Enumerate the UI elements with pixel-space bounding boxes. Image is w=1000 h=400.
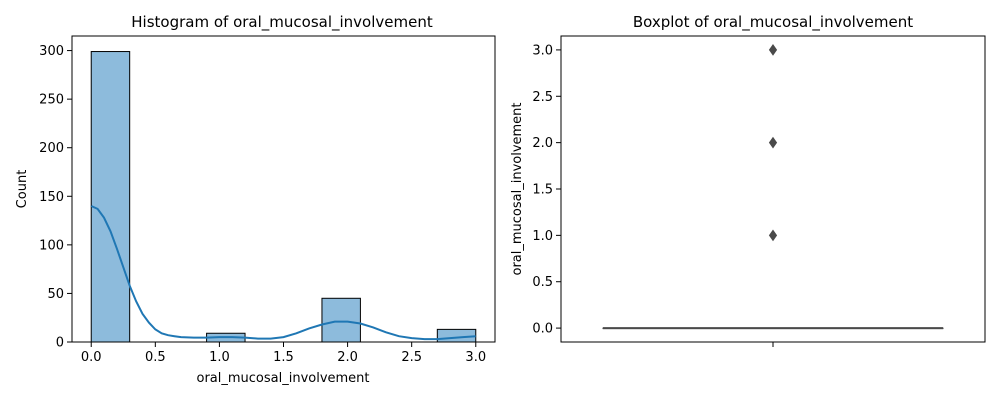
y-tick-label: 0.5 [532, 275, 553, 290]
histogram-x-ticks: 0.0 0.5 1.0 1.5 2.0 2.5 3.0 [81, 342, 486, 365]
boxplot-title: Boxplot of oral_mucosal_involvement [633, 13, 913, 32]
outlier-point [768, 229, 778, 242]
x-tick-label: 0.5 [145, 350, 166, 365]
boxplot-y-label: oral_mucosal_involvement [510, 102, 525, 275]
boxplot-y-ticks: 0.0 0.5 1.0 1.5 2.0 2.5 3.0 [532, 43, 561, 337]
y-tick-label: 0.0 [532, 322, 553, 337]
y-tick-label: 2.5 [532, 90, 553, 105]
histogram-panel: Histogram of oral_mucosal_involvement 0.… [15, 13, 496, 386]
y-tick-label: 0 [56, 336, 64, 351]
histogram-title: Histogram of oral_mucosal_involvement [131, 13, 433, 32]
outlier-point [768, 44, 778, 56]
y-tick-label: 200 [39, 141, 64, 156]
outlier-point [768, 136, 778, 149]
y-tick-label: 100 [39, 238, 64, 253]
y-tick-label: 300 [39, 44, 64, 59]
histogram-bar [90, 51, 131, 343]
histogram-y-label: Count [15, 170, 30, 209]
x-tick-label: 1.0 [209, 350, 230, 365]
y-tick-label: 1.5 [532, 183, 553, 198]
x-tick-label: 0.0 [81, 350, 102, 365]
y-tick-label: 3.0 [532, 43, 553, 58]
y-tick-label: 250 [39, 93, 64, 108]
histogram-bar [321, 297, 361, 343]
histogram-y-ticks: 0 50 100 150 200 250 300 [39, 44, 72, 351]
x-tick-label: 2.5 [401, 350, 422, 365]
x-tick-label: 2.0 [337, 350, 358, 365]
histogram-x-label: oral_mucosal_involvement [196, 371, 369, 386]
x-tick-label: 1.5 [273, 350, 294, 365]
boxplot-content [602, 44, 944, 330]
histogram-frame [71, 35, 496, 343]
boxplot-frame [560, 35, 986, 343]
kde-line [90, 205, 476, 341]
y-tick-label: 1.0 [532, 229, 553, 244]
y-tick-label: 50 [47, 287, 64, 302]
y-tick-label: 2.0 [532, 136, 553, 151]
histogram-bars [90, 51, 477, 343]
x-tick-label: 3.0 [465, 350, 486, 365]
y-tick-label: 150 [39, 190, 64, 205]
boxplot-panel: Boxplot of oral_mucosal_involvement 0.00… [510, 13, 986, 347]
